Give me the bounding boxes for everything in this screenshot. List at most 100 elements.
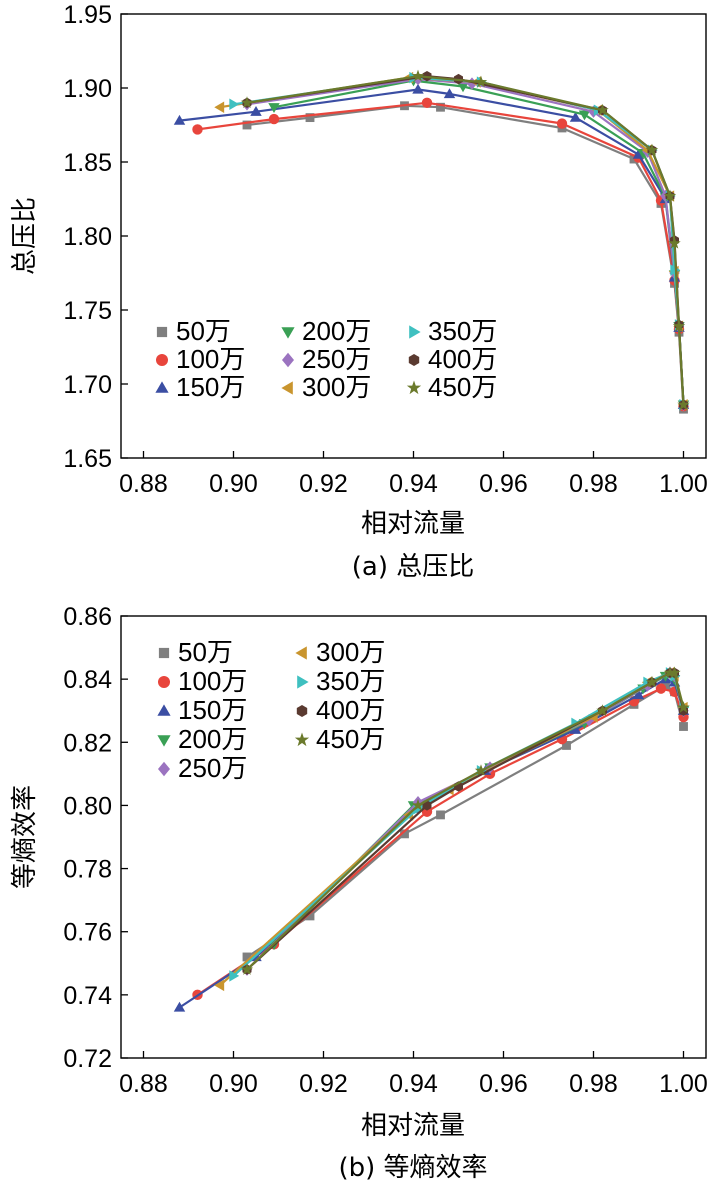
- data-point: [596, 704, 609, 716]
- y-ticks-b: 0.72 0.74 0.76 0.78 0.80 0.82 0.84 0.86: [63, 603, 128, 1073]
- legend-item: 450万: [294, 724, 385, 754]
- data-point: [632, 689, 645, 700]
- series-450万: [240, 69, 690, 410]
- data-point: [569, 111, 582, 122]
- data-point: [173, 1001, 186, 1012]
- data-point: [214, 101, 225, 113]
- data-point: [661, 681, 670, 690]
- series-450万: [240, 666, 690, 975]
- legend-marker: [158, 761, 170, 777]
- legend-label: 100万: [178, 666, 247, 696]
- series-line: [246, 671, 685, 971]
- x-tick-label: 0.96: [479, 470, 528, 498]
- legend-marker: [282, 352, 294, 368]
- x-tick-label: 1.00: [659, 470, 708, 498]
- data-point: [632, 148, 645, 159]
- series-400万: [242, 667, 689, 975]
- legend-marker: [155, 381, 169, 393]
- data-point: [214, 979, 225, 992]
- data-point: [411, 798, 425, 811]
- legend-label: 250万: [178, 753, 247, 783]
- legend-label: 200万: [302, 316, 371, 346]
- data-point: [436, 810, 445, 820]
- y-tick-label: 1.75: [63, 297, 112, 325]
- legend-item: 50万: [156, 316, 231, 346]
- legend-item: 350万: [297, 666, 385, 696]
- x-axis-label-b: 相对流量: [361, 1111, 465, 1141]
- y-tick-label: 0.78: [63, 856, 112, 884]
- y-tick-label: 1.90: [63, 75, 112, 103]
- legend-item: 350万: [409, 316, 497, 346]
- data-point: [645, 143, 659, 156]
- x-tick-label: 1.00: [659, 1070, 708, 1098]
- data-point: [655, 683, 667, 694]
- data-point: [443, 88, 456, 99]
- legend-marker: [281, 381, 293, 395]
- data-point: [668, 236, 681, 249]
- legend-item: 200万: [157, 724, 247, 754]
- data-point: [268, 113, 280, 125]
- legend-label: 300万: [316, 637, 385, 667]
- y-tick-label: 1.95: [63, 1, 112, 29]
- legend-label: 200万: [178, 724, 247, 754]
- legend-item: 250万: [282, 344, 371, 374]
- data-point: [242, 120, 252, 130]
- data-point: [578, 110, 591, 121]
- data-point: [250, 105, 262, 116]
- legend-marker: [158, 647, 170, 659]
- data-point: [474, 764, 488, 776]
- data-point: [400, 829, 409, 839]
- x-axis-label-a: 相对流量: [361, 509, 465, 539]
- x-tick-label: 0.90: [209, 1070, 258, 1098]
- series-line: [232, 671, 685, 977]
- legend-label: 400万: [316, 695, 385, 725]
- legend-item: 100万: [156, 344, 245, 374]
- legend-label: 450万: [428, 372, 497, 402]
- legend-label: 450万: [316, 724, 385, 754]
- x-tick-label: 0.92: [299, 470, 348, 498]
- legend-marker: [156, 326, 168, 338]
- chart-b: 0.72 0.74 0.76 0.78 0.80 0.82 0.84 0.86 0.88 0.9…: [10, 603, 708, 1183]
- x-tick-label: 0.96: [479, 1070, 528, 1098]
- legend-item: 300万: [295, 637, 385, 667]
- data-point: [672, 319, 686, 332]
- y-tick-label: 0.80: [63, 792, 112, 820]
- series-a: [173, 69, 690, 414]
- legend-marker: [294, 732, 310, 747]
- y-tick-label: 0.86: [63, 603, 112, 631]
- y-tick-label: 1.80: [63, 223, 112, 251]
- data-point: [596, 103, 609, 116]
- legend-item: 150万: [155, 372, 245, 402]
- legend-item: 400万: [408, 344, 497, 374]
- y-tick-label: 0.74: [63, 982, 112, 1010]
- data-point: [562, 741, 571, 750]
- series-line: [246, 671, 685, 971]
- data-point: [268, 103, 280, 113]
- legend-marker: [296, 705, 308, 717]
- legend-marker: [157, 735, 171, 747]
- data-point: [240, 96, 254, 109]
- y-tick-label: 0.72: [63, 1045, 112, 1073]
- legend-label: 350万: [316, 666, 385, 696]
- x-tick-label: 0.98: [569, 1070, 618, 1098]
- legend-label: 150万: [176, 372, 245, 402]
- chart-a: 1.65 1.70 1.75 1.80 1.85 1.90 1.95 0.88 0.90 0.9…: [10, 1, 708, 582]
- data-point: [173, 114, 186, 125]
- legend-marker: [408, 354, 420, 366]
- legend-label: 400万: [428, 344, 497, 374]
- x-ticks-b: 0.88 0.90 0.92 0.94 0.96 0.98 1.00: [119, 1051, 708, 1098]
- legend-item: 300万: [281, 372, 371, 402]
- legend-marker: [281, 327, 295, 339]
- y-tick-label: 1.85: [63, 149, 112, 177]
- data-point: [305, 911, 315, 921]
- data-point: [192, 124, 203, 135]
- legend-item: 450万: [406, 372, 497, 402]
- legend-label: 300万: [302, 372, 371, 402]
- legend-marker: [158, 676, 170, 688]
- x-tick-label: 0.92: [299, 1070, 348, 1098]
- data-point: [569, 723, 582, 734]
- legend-marker: [157, 704, 171, 716]
